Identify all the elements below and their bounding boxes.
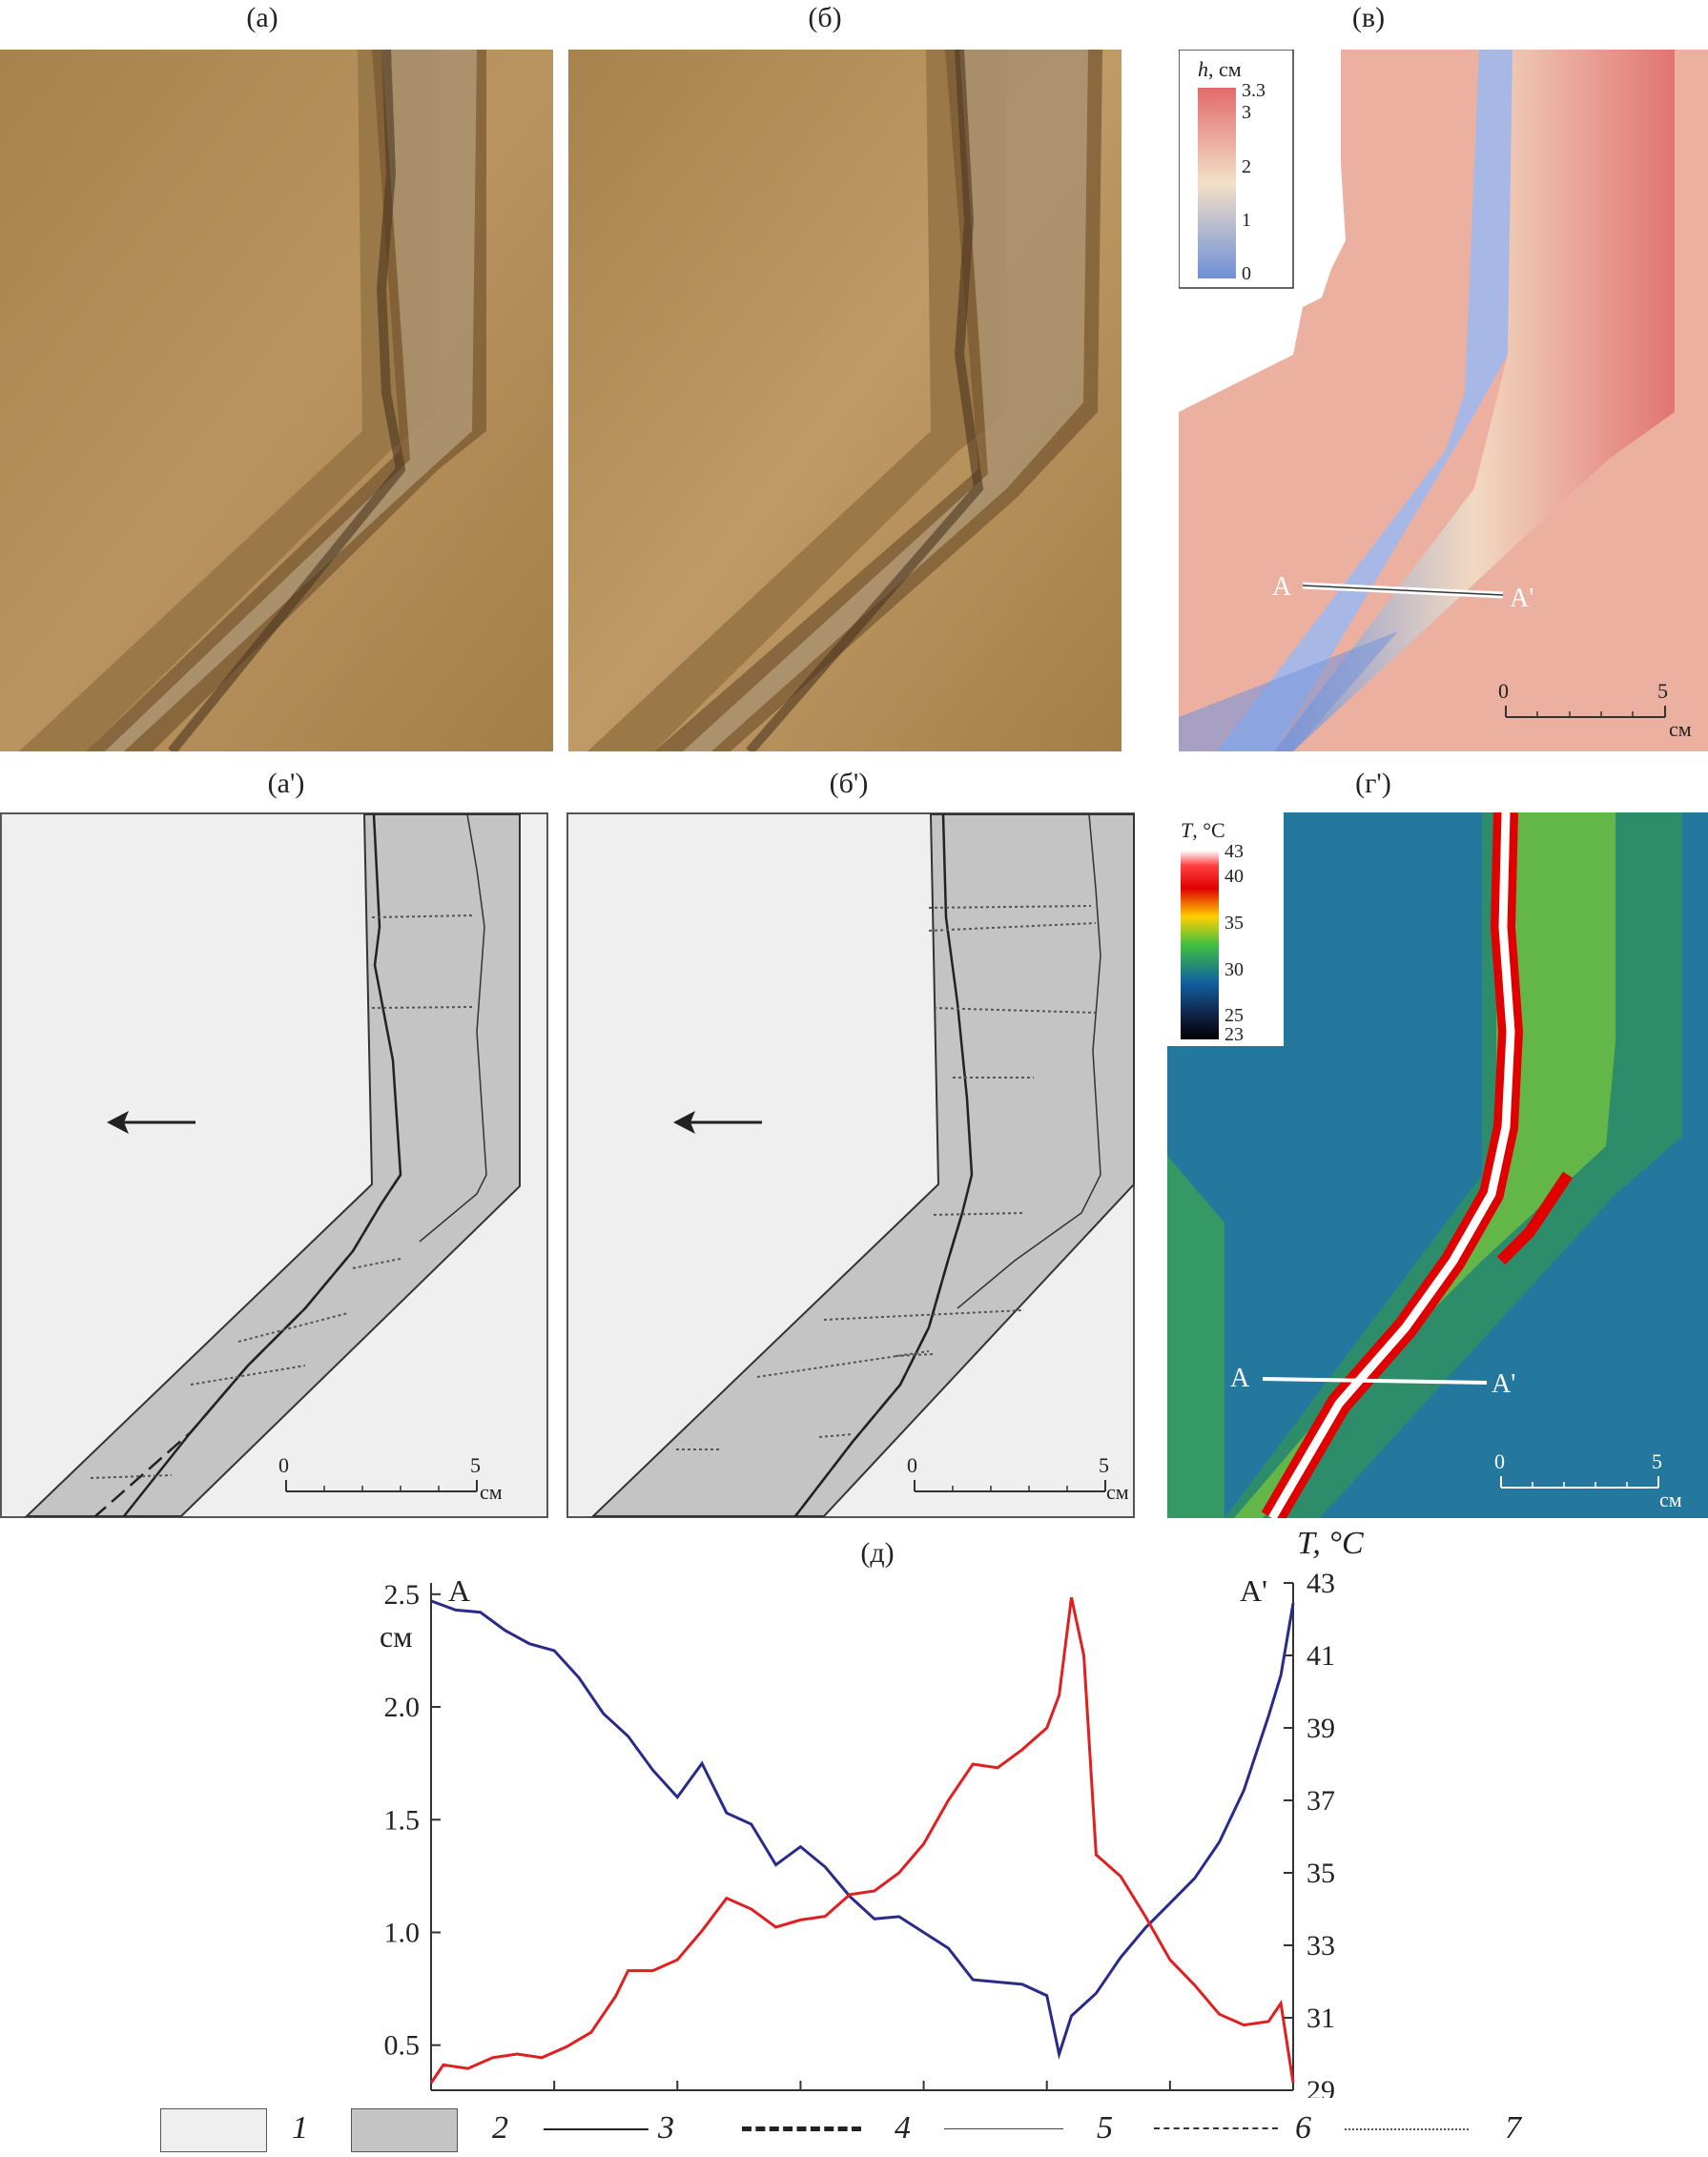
thermal-map-image	[1167, 812, 1708, 1518]
legend-swatch-6	[1154, 2127, 1278, 2129]
thermal-colorbar-tick-43: 43	[1224, 841, 1244, 862]
sketch-a: 0 5 см	[0, 812, 548, 1518]
height-scale-five: 5	[1657, 679, 1668, 703]
chart-y-left-unit: см	[380, 1619, 413, 1654]
photo-b-image	[568, 50, 1122, 751]
sketch-b-scale-five: 5	[1099, 1453, 1109, 1477]
legend-item-6: 6	[1154, 2103, 1326, 2157]
height-colorbar-tick-1: 1	[1242, 210, 1251, 231]
series-height-line	[430, 1599, 1295, 2061]
height-scale-zero: 0	[1498, 679, 1509, 703]
legend-number-1: 1	[292, 2110, 308, 2146]
thermal-scale-zero: 0	[1494, 1449, 1505, 1473]
thermal-colorbar-tick-23: 23	[1224, 1024, 1244, 1045]
y-left-tick-label: 0.5	[384, 2030, 421, 2062]
legend-item-1: 1	[160, 2103, 308, 2157]
y-right-tick-label: 31	[1307, 2003, 1335, 2034]
y-left-tick-label: 1.5	[384, 1804, 421, 1836]
sketch-b-image	[566, 812, 1135, 1518]
photo-b	[568, 50, 1122, 751]
y-right-tick-label: 29	[1307, 2075, 1335, 2098]
profile-chart: 0123456 см7 0.51.01.52.02.5 293133353739…	[0, 1526, 1708, 2131]
legend-number-2: 2	[492, 2110, 508, 2146]
legend: 1 2 3 4 5 6 7	[0, 2103, 1708, 2157]
legend-number-7: 7	[1505, 2110, 1521, 2146]
panel-label-b-prime: (б')	[829, 768, 869, 799]
legend-number-4: 4	[895, 2110, 911, 2146]
legend-swatch-4	[742, 2126, 861, 2131]
y-left-tick-label: 2.5	[384, 1579, 421, 1611]
thermal-colorbar-tick-25: 25	[1224, 1005, 1244, 1026]
sketch-b-scale-unit: см	[1106, 1480, 1129, 1504]
thermal-scale-five: 5	[1652, 1449, 1662, 1473]
legend-item-3: 3	[544, 2103, 691, 2157]
sketch-a-image	[0, 812, 548, 1518]
legend-number-3: 3	[658, 2110, 674, 2146]
panel-label-v: (в)	[1351, 2, 1386, 33]
sketch-a-scale-zero: 0	[278, 1453, 289, 1477]
series-temperature-line	[429, 1596, 1295, 2085]
thermal-colorbar-tick-40: 40	[1224, 866, 1244, 887]
sketch-a-scale-five: 5	[470, 1453, 481, 1477]
panel-label-b: (б)	[808, 2, 842, 33]
panel-label-g-prime: (г')	[1355, 768, 1391, 799]
legend-swatch-1	[160, 2108, 267, 2152]
thermal-map: T, °C 43 40 35 30 25 23 A A' 0 5 см	[1167, 812, 1708, 1518]
chart-end-label: A'	[1240, 1573, 1267, 1608]
thermal-scale-unit: см	[1659, 1488, 1682, 1511]
legend-item-5: 5	[944, 2103, 1116, 2157]
legend-item-7: 7	[1345, 2103, 1535, 2157]
height-colorbar-tick-2: 2	[1242, 156, 1251, 177]
height-map-image	[1179, 50, 1708, 751]
y-right-tick-label: 33	[1307, 1930, 1335, 1962]
panel-label-a: (а)	[246, 2, 278, 33]
sketch-b-scale-zero: 0	[907, 1453, 917, 1477]
y-right-tick-label: 37	[1307, 1785, 1335, 1817]
legend-item-2: 2	[351, 2103, 508, 2157]
sketch-a-scale-unit: см	[480, 1480, 503, 1504]
legend-swatch-7	[1345, 2128, 1469, 2130]
chart-start-label: A	[448, 1573, 471, 1608]
height-map: h, см 3.3 3 2 1 0 A A' 0 5 см	[1179, 50, 1708, 751]
y-left-tick-label: 1.0	[384, 1917, 421, 1948]
height-section-end-label: A'	[1510, 584, 1534, 613]
height-colorbar-tick-3: 3	[1242, 102, 1251, 123]
legend-swatch-2	[351, 2108, 458, 2152]
legend-item-4: 4	[742, 2103, 911, 2157]
thermal-section-start-label: A	[1230, 1364, 1250, 1393]
y-right-tick-label: 41	[1307, 1640, 1335, 1672]
y-right-tick-label: 39	[1307, 1713, 1335, 1744]
height-colorbar-tick-3-3: 3.3	[1242, 80, 1266, 101]
height-scale-unit: см	[1669, 717, 1692, 741]
sketch-b: 0 5 см	[566, 812, 1135, 1518]
height-colorbar-title: h, см	[1198, 57, 1242, 81]
y-right-tick-label: 43	[1307, 1568, 1335, 1599]
legend-number-5: 5	[1097, 2110, 1113, 2146]
thermal-section-end-label: A'	[1492, 1369, 1516, 1399]
legend-swatch-3	[544, 2128, 648, 2130]
panel-label-a-prime: (а')	[267, 768, 305, 799]
y-left-tick-label: 2.0	[384, 1692, 421, 1723]
thermal-colorbar-tick-35: 35	[1224, 913, 1244, 934]
panel-label-d: (д)	[860, 1537, 895, 1569]
thermal-colorbar-tick-30: 30	[1224, 959, 1244, 980]
y-right-tick-label: 35	[1307, 1858, 1335, 1889]
height-colorbar-tick-0: 0	[1242, 263, 1251, 284]
photo-a-image	[0, 50, 553, 751]
photo-a	[0, 50, 553, 751]
chart-y-right-label: T, °C	[1297, 1526, 1364, 1561]
profile-chart-svg: 0123456 см7 0.51.01.52.02.5 293133353739…	[384, 1568, 1336, 2131]
legend-swatch-5	[944, 2128, 1063, 2129]
height-section-start-label: A	[1272, 572, 1292, 602]
thermal-colorbar-title: T, °C	[1181, 818, 1225, 842]
legend-number-6: 6	[1295, 2110, 1311, 2146]
